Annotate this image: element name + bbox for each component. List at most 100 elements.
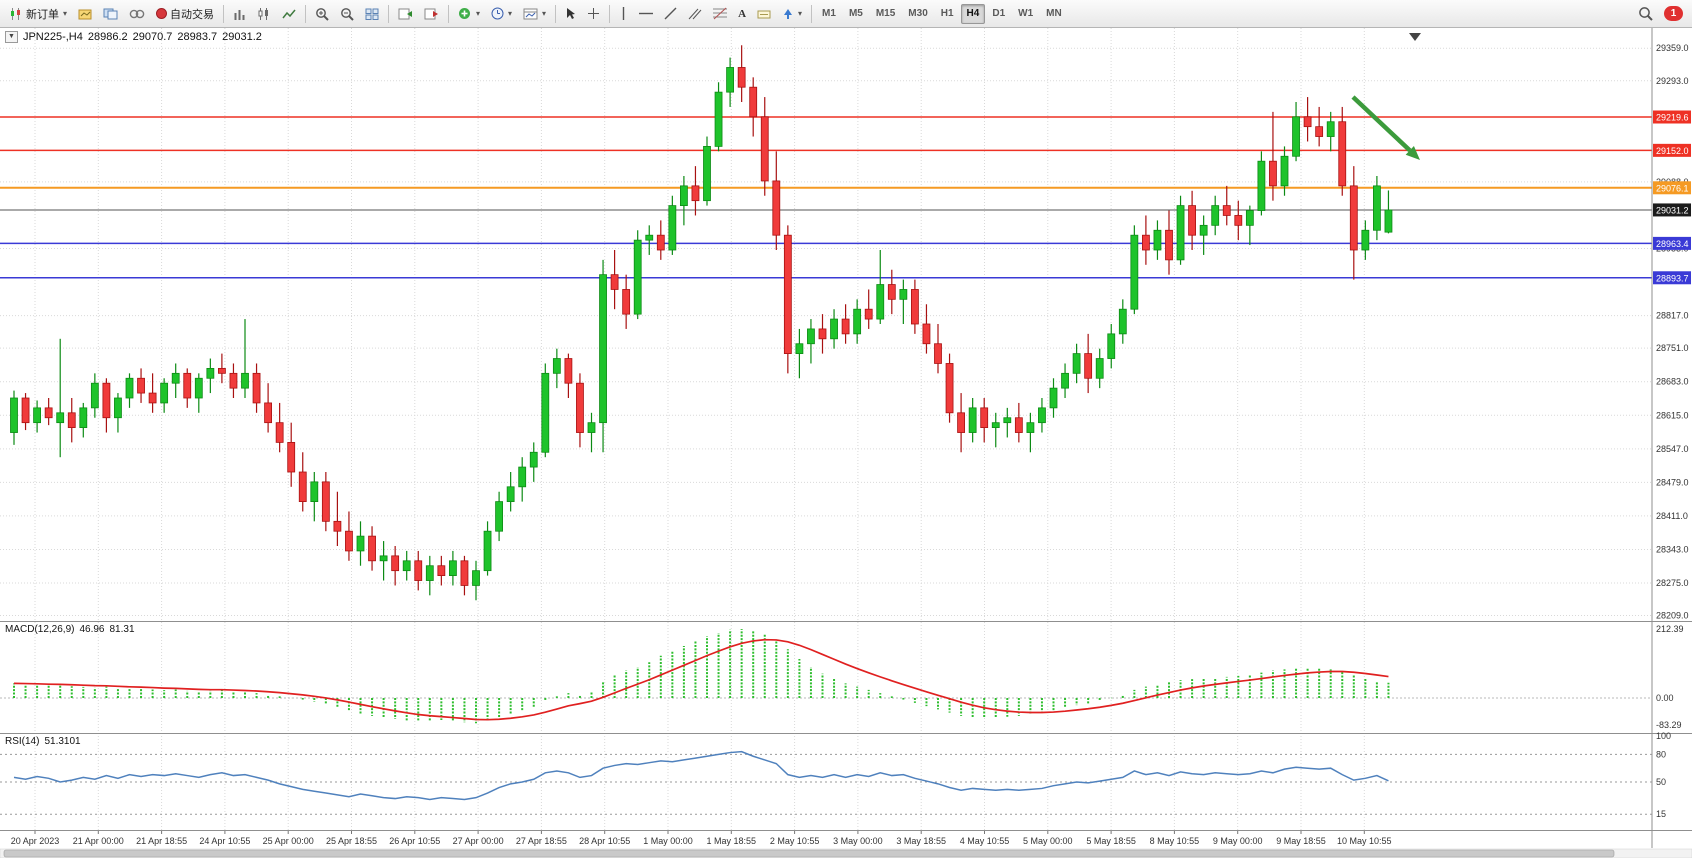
timeframe-mn-button[interactable]: MN — [1040, 4, 1068, 24]
candle-body — [1072, 353, 1081, 374]
timeframe-h1-button[interactable]: H1 — [935, 4, 960, 24]
candle-body — [668, 205, 677, 251]
candle-body — [56, 412, 65, 424]
profiles-button[interactable] — [98, 3, 123, 25]
new-order-label: 新订单 — [26, 8, 59, 21]
candle-body — [830, 318, 838, 340]
text-tool-button[interactable]: A — [733, 3, 751, 25]
candle-body — [10, 397, 18, 433]
label-tool-button[interactable] — [752, 3, 776, 25]
macd-indicator-label: MACD(12,26,9) 46.96 81.31 — [5, 624, 135, 635]
notification-badge[interactable]: 1 — [1664, 6, 1683, 21]
chart-shift-button[interactable] — [419, 3, 444, 25]
timeframe-w1-button[interactable]: W1 — [1012, 4, 1039, 24]
time-axis-label: 27 Apr 00:00 — [453, 836, 504, 846]
tile-windows-button[interactable] — [360, 3, 384, 25]
arrow-tools-button[interactable]: ▾ — [777, 3, 807, 25]
candle-body — [391, 555, 400, 572]
candlestick-icon — [11, 7, 20, 20]
candle-body — [1049, 387, 1058, 409]
candle-chart-type-button[interactable] — [252, 3, 276, 25]
channel-tool-button[interactable] — [683, 3, 707, 25]
indicators-button[interactable]: ▾ — [453, 3, 485, 25]
price-axis-label: 28547.0 — [1656, 444, 1689, 454]
cursor-button[interactable] — [560, 3, 581, 25]
price-axis-label: 29359.0 — [1656, 43, 1689, 53]
ohlc-open: 28986.2 — [87, 31, 128, 43]
fibonacci-tool-button[interactable] — [708, 3, 732, 25]
candle-chart-icon — [258, 7, 269, 20]
trend-arrow-annotation[interactable] — [1351, 95, 1412, 153]
price-badge-label: 28893.7 — [1656, 273, 1689, 283]
bar-chart-type-button[interactable] — [228, 3, 251, 25]
time-axis-label: 27 Apr 18:55 — [516, 836, 567, 846]
candle-body — [1280, 155, 1289, 187]
templates-button[interactable]: ▾ — [518, 3, 551, 25]
price-axis-label: 28343.0 — [1656, 544, 1689, 554]
chevron-down-icon: ▾ — [798, 9, 803, 18]
data-window-button[interactable] — [124, 3, 150, 25]
price-axis-label: 29293.0 — [1656, 76, 1689, 86]
chart-canvas[interactable]: 20 Apr 2023 21 Apr 00:00 21 Apr 18:55 24 Ap… — [0, 28, 1692, 858]
time-axis-label: 1 May 18:55 — [707, 836, 757, 846]
ohlc-high: 29070.7 — [132, 31, 173, 43]
price-badge — [1653, 110, 1691, 124]
clock-icon — [491, 7, 504, 20]
candle-body — [448, 560, 457, 576]
macd-scale-label: 212.39 — [1656, 624, 1684, 634]
timeframe-m5-button[interactable]: M5 — [843, 4, 869, 24]
vertical-line-icon — [622, 7, 625, 20]
trend-arrow-head[interactable] — [1405, 146, 1420, 160]
zoom-in-button[interactable] — [310, 3, 334, 25]
candle-body — [726, 67, 734, 93]
candle-body — [714, 91, 723, 147]
charts-button[interactable] — [73, 3, 97, 25]
chart-shift-marker[interactable] — [1409, 33, 1421, 41]
new-order-button[interactable]: 新订单 ▾ — [4, 3, 72, 25]
candle-body — [298, 471, 307, 503]
candle-body — [760, 116, 769, 182]
candle-body — [1326, 121, 1335, 137]
horizontal-line-tool-button[interactable] — [634, 3, 658, 25]
candle-body — [737, 67, 746, 88]
timeframe-d1-button[interactable]: D1 — [986, 4, 1011, 24]
search-button[interactable] — [1633, 3, 1658, 25]
time-axis-label: 25 Apr 18:55 — [326, 836, 377, 846]
timeframe-m1-button[interactable]: M1 — [816, 4, 842, 24]
time-axis-label: 10 May 10:55 — [1337, 836, 1392, 846]
timeframe-m15-button[interactable]: M15 — [870, 4, 901, 24]
h-scrollbar-thumb[interactable] — [3, 849, 1615, 858]
candle-body — [1026, 422, 1035, 433]
timeframe-m30-button[interactable]: M30 — [902, 4, 933, 24]
candle-body — [437, 565, 446, 577]
candle-body — [379, 555, 388, 562]
candle-body — [252, 372, 261, 404]
autotrade-button[interactable]: 自动交易 — [151, 3, 219, 25]
trendline-tool-button[interactable] — [659, 3, 682, 25]
timeframe-h4-button[interactable]: H4 — [960, 3, 986, 24]
chart-shift-icon — [424, 8, 439, 19]
candle-body — [217, 367, 226, 374]
symbol-dropdown-icon[interactable]: ▼ — [5, 31, 18, 43]
auto-scroll-button[interactable] — [393, 3, 418, 25]
periods-button[interactable]: ▾ — [486, 3, 517, 25]
time-axis-label: 3 May 00:00 — [833, 836, 883, 846]
candle-body — [206, 367, 215, 379]
candle-body — [1222, 205, 1231, 216]
crosshair-button[interactable] — [582, 3, 605, 25]
chart-area[interactable]: 20 Apr 2023 21 Apr 00:00 21 Apr 18:55 24 Ap… — [0, 28, 1692, 858]
vertical-line-tool-button[interactable] — [614, 3, 633, 25]
time-axis-label: 28 Apr 10:55 — [579, 836, 630, 846]
rsi-scale-label: 50 — [1656, 777, 1666, 787]
price-badge — [1653, 271, 1691, 285]
zoom-out-icon — [341, 7, 354, 21]
candle-body — [957, 412, 965, 433]
candle-body — [576, 382, 584, 433]
ohlc-close: 29031.2 — [222, 31, 262, 43]
toolbar-separator — [305, 4, 307, 23]
zoom-out-button[interactable] — [335, 3, 359, 25]
price-badge — [1653, 236, 1691, 250]
candle-body — [1234, 215, 1243, 226]
line-chart-type-button[interactable] — [277, 3, 301, 25]
candle-body — [67, 412, 76, 428]
